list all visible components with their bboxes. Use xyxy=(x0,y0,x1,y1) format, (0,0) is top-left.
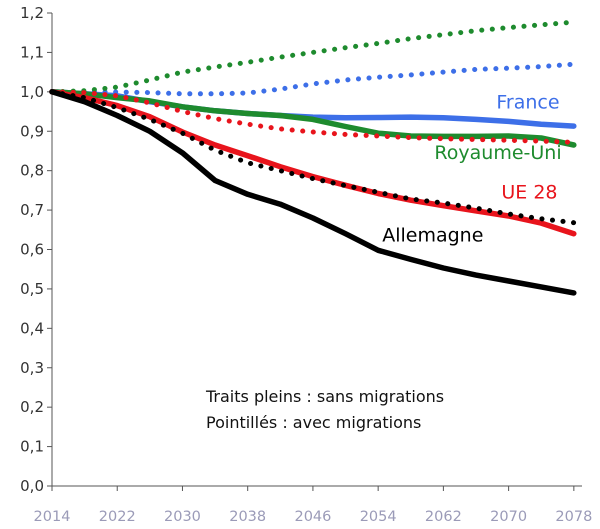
x-axis-tick-labels: 2014 2022 2030 2038 2046 2054 2062 2070 2078 xyxy=(34,509,593,525)
series-labels: France Royaume-Uni UE 28 Allemagne xyxy=(382,91,561,246)
series-line-france-dotted xyxy=(49,61,577,97)
y-tick-label: 0,4 xyxy=(20,319,44,337)
x-tick-label: 2014 xyxy=(34,509,71,525)
y-tick-label: 0,6 xyxy=(20,241,44,259)
x-tick-label: 2070 xyxy=(490,509,527,525)
x-tick-label: 2054 xyxy=(360,509,397,525)
y-tick-label: 0,7 xyxy=(20,201,44,219)
x-tick-label: 2022 xyxy=(99,509,136,525)
x-tick-label: 2078 xyxy=(555,509,592,525)
y-tick-label: 1,0 xyxy=(20,83,44,101)
x-tick-label: 2062 xyxy=(425,509,462,525)
annotation-dotted-lines: Pointillés : avec migrations xyxy=(206,413,421,432)
series-line-allemagne-solid xyxy=(49,89,577,296)
x-tick-label: 2046 xyxy=(294,509,331,525)
x-tick-label: 2038 xyxy=(229,509,266,525)
series-line-ue-28-dotted xyxy=(49,89,577,145)
series-lines xyxy=(49,19,577,296)
series-line-royaume-uni-solid xyxy=(49,89,577,148)
series-label-ue-28: UE 28 xyxy=(501,181,557,203)
y-tick-label: 1,1 xyxy=(20,43,44,61)
y-tick-label: 0,0 xyxy=(20,477,44,495)
series-label-france: France xyxy=(496,91,559,113)
y-tick-label: 0,2 xyxy=(20,398,44,416)
y-tick-label: 0,1 xyxy=(20,438,44,456)
y-tick-label: 0,9 xyxy=(20,122,44,140)
series-line-royaume-uni-dotted xyxy=(49,19,577,95)
y-tick-label: 1,2 xyxy=(20,4,44,22)
y-tick-label: 0,3 xyxy=(20,359,44,377)
series-line-allemagne-dotted xyxy=(49,89,577,226)
y-tick-label: 0,5 xyxy=(20,280,44,298)
y-tick-label: 0,8 xyxy=(20,162,44,180)
series-label-allemagne: Allemagne xyxy=(382,225,483,247)
y-axis-tick-labels: 0,0 0,1 0,2 0,3 0,4 0,5 0,6 0,7 0,8 0,9 1,0 1,1 1,2 xyxy=(20,4,44,495)
series-label-royaume-uni: Royaume-Uni xyxy=(434,142,561,164)
x-tick-label: 2030 xyxy=(164,509,201,525)
annotation-solid-lines: Traits pleins : sans migrations xyxy=(205,387,444,406)
